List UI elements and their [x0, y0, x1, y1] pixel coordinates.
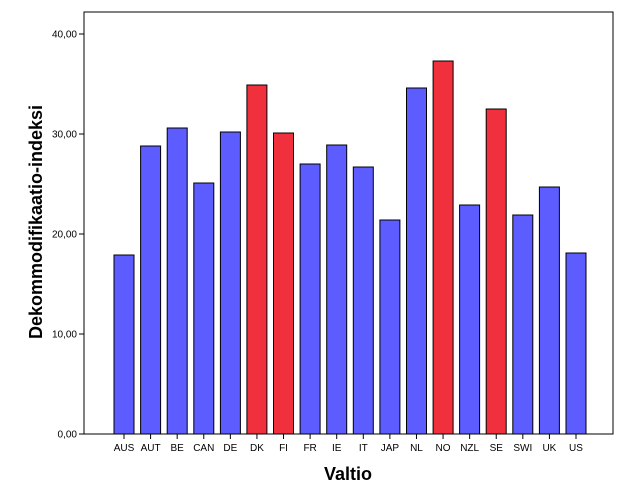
x-tick-label-us: US: [569, 443, 583, 454]
bar-ie: [326, 144, 348, 435]
bar-dk: [246, 84, 268, 435]
bar-nl: [406, 87, 427, 435]
x-tick-label-it: IT: [359, 443, 368, 454]
x-tick-label-fr: FR: [303, 443, 316, 454]
bar-uk: [538, 186, 560, 435]
x-tick-label-aus: AUS: [114, 443, 135, 454]
y-axis: 0,00 10,00 20,00 30,00 40,00: [52, 30, 84, 441]
y-tick-label: 10,00: [52, 330, 77, 341]
bar-jap: [379, 219, 401, 435]
y-tick-label: 30,00: [52, 130, 77, 141]
x-tick-label-be: BE: [171, 443, 185, 454]
bar-se: [485, 108, 507, 435]
y-tick-label: 40,00: [52, 30, 77, 41]
x-tick-label-uk: UK: [542, 443, 556, 454]
y-tick-label: 20,00: [52, 230, 77, 241]
bar-fi: [273, 132, 294, 435]
x-tick-label-swi: SWI: [513, 443, 532, 454]
x-tick-label-se: SE: [490, 443, 504, 454]
x-tick-label-nl: NL: [410, 443, 423, 454]
x-axis-title: Valtio: [324, 464, 372, 484]
x-tick-label-can: CAN: [193, 443, 214, 454]
x-tick-label-aut: AUT: [141, 443, 161, 454]
x-tick-label-nzl: NZL: [460, 443, 479, 454]
bar-can: [193, 182, 215, 435]
bar-aus: [113, 254, 135, 435]
x-axis: AUS AUT BE CAN DE DK FI FR IE IT JAP NL NO NZL SE SWI UK…: [114, 434, 583, 454]
x-tick-label-dk: DK: [250, 443, 264, 454]
bar-us: [565, 252, 587, 435]
bar-de: [219, 131, 241, 435]
plot-frame: [83, 11, 614, 435]
bar-aut: [140, 145, 162, 435]
bar-swi: [512, 214, 534, 435]
x-tick-label-jap: JAP: [381, 443, 400, 454]
x-tick-label-fi: FI: [279, 443, 288, 454]
x-tick-label-de: DE: [223, 443, 237, 454]
y-tick-label: 0,00: [58, 430, 78, 441]
bar-no: [432, 60, 454, 435]
x-tick-label-no: NO: [436, 443, 451, 454]
bar-be: [166, 127, 188, 435]
y-axis-title: Dekommodifikaatio-indeksi: [26, 105, 46, 339]
bar-fr: [299, 163, 321, 435]
bar-nzl: [459, 204, 481, 435]
bar-it: [352, 166, 374, 435]
x-tick-label-ie: IE: [332, 443, 342, 454]
